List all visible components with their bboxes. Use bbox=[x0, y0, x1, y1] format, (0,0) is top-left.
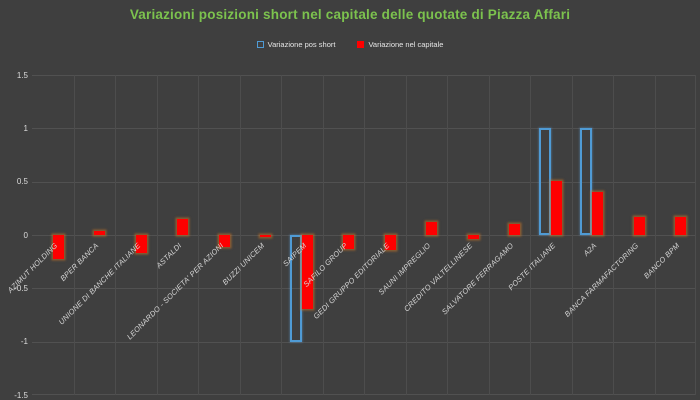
capital-variation-bar bbox=[218, 235, 230, 247]
vertical-gridline bbox=[447, 75, 448, 395]
legend-swatch-outline-icon bbox=[256, 41, 264, 48]
vertical-gridline bbox=[198, 75, 199, 395]
vertical-gridline bbox=[239, 75, 241, 395]
capital-variation-bar bbox=[509, 224, 521, 235]
short-position-bar bbox=[538, 128, 551, 235]
vertical-gridline bbox=[156, 75, 158, 395]
vertical-gridline bbox=[571, 75, 573, 395]
vertical-gridline bbox=[115, 75, 116, 395]
y-axis-tick-label: -0.5 bbox=[14, 283, 28, 293]
y-axis-tick-label: 1.5 bbox=[16, 70, 28, 80]
capital-variation-bar bbox=[260, 235, 272, 238]
capital-variation-bar bbox=[135, 235, 147, 254]
capital-variation-bar bbox=[343, 235, 355, 249]
legend: Variazione pos short Variazione nel capi… bbox=[0, 40, 700, 49]
plot-area: 1.5 1 0.5 0 -0.5 -1 -1.5 AZIMUT HOLDING BPER BAN… bbox=[5, 71, 696, 400]
vertical-gridline bbox=[322, 75, 324, 395]
vertical-gridline bbox=[281, 75, 282, 395]
legend-item-capitale: Variazione nel capitale bbox=[357, 40, 443, 49]
capital-variation-bar bbox=[301, 235, 313, 309]
vertical-gridline bbox=[654, 75, 656, 395]
vertical-gridline bbox=[613, 75, 614, 395]
short-position-bar bbox=[580, 128, 593, 235]
capital-variation-bar bbox=[592, 192, 604, 235]
vertical-gridline bbox=[695, 75, 696, 395]
y-axis-tick-label: 0 bbox=[23, 230, 28, 240]
capital-variation-bar bbox=[52, 235, 64, 259]
y-axis-tick-label: -1.5 bbox=[14, 390, 28, 400]
short-position-bar bbox=[289, 235, 302, 342]
capital-variation-bar bbox=[426, 222, 438, 235]
y-axis-tick-label: 0.5 bbox=[16, 177, 28, 187]
capital-variation-bar bbox=[384, 235, 396, 250]
legend-label-capitale: Variazione nel capitale bbox=[368, 40, 444, 49]
capital-variation-bar bbox=[550, 180, 562, 235]
vertical-gridline bbox=[364, 75, 365, 395]
vertical-gridline bbox=[73, 75, 75, 395]
legend-item-pos-short: Variazione pos short bbox=[256, 40, 336, 49]
chart-title: Variazioni posizioni short nel capitale … bbox=[129, 7, 571, 22]
vertical-gridline bbox=[530, 75, 531, 395]
legend-swatch-solid-icon bbox=[357, 41, 365, 48]
capital-variation-bar bbox=[177, 219, 189, 235]
capital-variation-bar bbox=[94, 230, 106, 235]
capital-variation-bar bbox=[467, 235, 479, 240]
y-axis-tick-label: -1 bbox=[20, 337, 28, 347]
capital-variation-bar bbox=[675, 216, 687, 235]
y-axis-tick-label: 1 bbox=[23, 123, 28, 133]
legend-label-pos-short: Variazione pos short bbox=[267, 40, 336, 49]
vertical-gridline bbox=[405, 75, 407, 395]
vertical-gridline bbox=[488, 75, 490, 395]
capital-variation-bar bbox=[633, 216, 645, 235]
